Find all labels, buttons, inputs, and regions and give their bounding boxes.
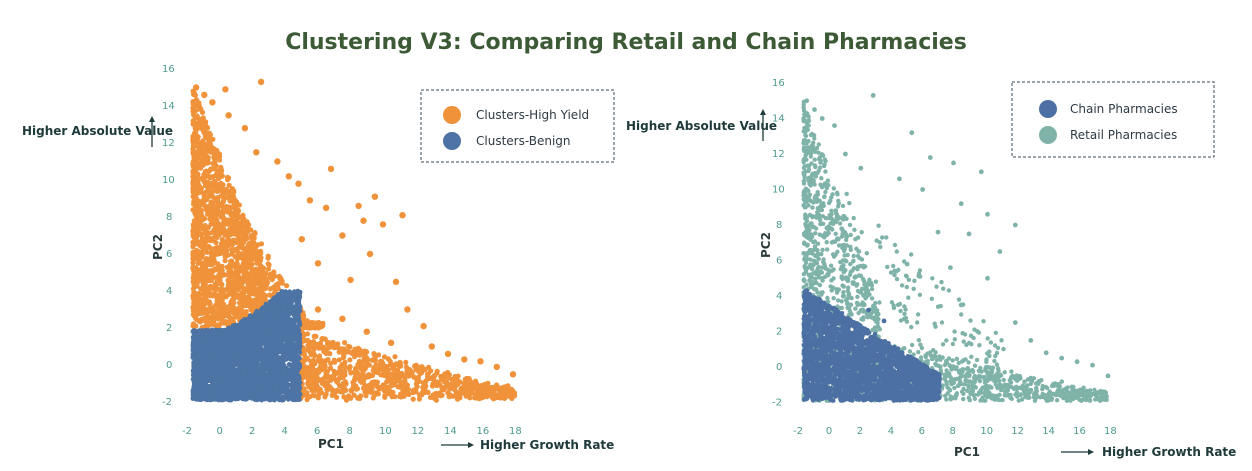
high-yield-point [284, 283, 290, 289]
high-yield-point [410, 396, 416, 402]
high-yield-point [403, 359, 409, 365]
high-yield-point [327, 365, 334, 371]
high-yield-point [392, 354, 398, 360]
chart-title: Clustering V3: Comparing Retail and Chai… [285, 30, 967, 55]
high-yield-points [190, 78, 518, 403]
